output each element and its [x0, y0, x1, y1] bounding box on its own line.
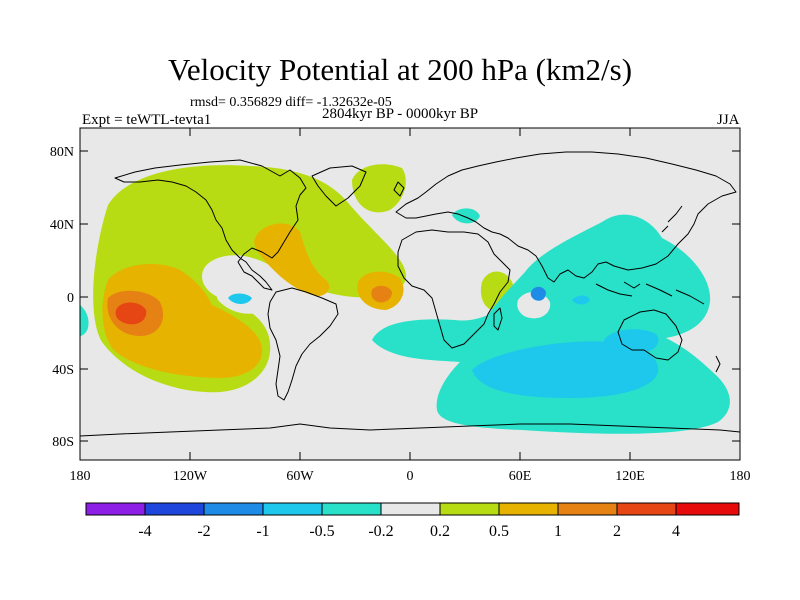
colorbar-label: -0.5 — [309, 523, 334, 540]
coastline-australia — [617, 309, 683, 361]
colorbar-bin — [380, 502, 441, 516]
contour-blue-east-indian — [572, 295, 590, 305]
contour-peak-central-pacific — [115, 302, 147, 325]
contour-negative-mediterranean — [452, 208, 480, 224]
colorbar-label: 4 — [672, 523, 680, 540]
colorbar-bin — [321, 502, 382, 516]
colorbar-label: -4 — [138, 523, 151, 540]
coastline-new-zealand — [715, 355, 721, 373]
colorbar: -4 -2 -1 -0.5 -0.2 0.2 0.5 1 2 4 — [85, 502, 740, 540]
colorbar-label: -2 — [197, 523, 210, 540]
contour-blue-australia — [603, 329, 659, 354]
latitude-labels: 80N 40N 0 40S 80S — [50, 145, 74, 450]
colorbar-label: 0.2 — [430, 523, 450, 540]
coastline-greenland — [311, 165, 367, 207]
colorbar-bin — [85, 502, 146, 516]
lon-label-180w: 180 — [70, 469, 91, 484]
period-label: 2804kyr BP - 0000kyr BP — [322, 106, 479, 122]
colorbar-bin — [557, 502, 618, 516]
experiment-label: Expt = teWTL-tevta1 — [82, 112, 212, 128]
lat-label-equator: 0 — [67, 291, 74, 306]
lon-label-0: 0 — [407, 469, 414, 484]
colorbar-label: -0.2 — [368, 523, 393, 540]
contour-min-arabian-sea — [530, 286, 546, 301]
colorbar-bin — [144, 502, 205, 516]
longitude-labels: 180 120W 60W 0 60E 120E 180 — [70, 469, 751, 484]
colorbar-bin — [439, 502, 500, 516]
contour-max-west-africa — [371, 285, 392, 303]
colorbar-bin — [262, 502, 323, 516]
coastline-south-america — [267, 287, 339, 401]
season-label: JJA — [717, 112, 740, 128]
lat-label-40s: 40S — [52, 363, 74, 378]
colorbar-label: 2 — [613, 523, 621, 540]
lat-label-80s: 80S — [52, 435, 74, 450]
colorbar-bin — [616, 502, 677, 516]
coastline-madagascar — [493, 307, 503, 331]
lon-label-120e: 120E — [615, 469, 645, 484]
contour-blue-south-america — [228, 293, 252, 304]
lat-label-40n: 40N — [50, 218, 74, 233]
figure-title: Velocity Potential at 200 hPa (km2/s) — [167, 52, 633, 87]
coastline-indonesia — [595, 281, 705, 305]
coastline-antarctica — [80, 423, 740, 437]
coastline-british-isles — [393, 181, 405, 197]
coastline-eurasia — [395, 151, 737, 283]
colorbar-bin — [498, 502, 559, 516]
contour-neutral-south-atlantic — [306, 299, 352, 316]
coastline-japan — [661, 205, 683, 233]
contour-negative-west-edge — [80, 305, 89, 336]
lon-label-180e: 180 — [730, 469, 751, 484]
colorbar-bin — [203, 502, 264, 516]
contour-positive-north-atlantic — [352, 164, 406, 213]
velocity-potential-field — [80, 164, 730, 434]
colorbar-bin — [675, 502, 740, 516]
rmsd-diff-label: rmsd= 0.356829 diff= -1.32632e-05 — [190, 95, 392, 110]
lon-label-120w: 120W — [173, 469, 208, 484]
lat-label-80n: 80N — [50, 145, 74, 160]
coastline-north-america — [114, 159, 307, 291]
colorbar-label: 0.5 — [489, 523, 509, 540]
colorbar-label: 1 — [554, 523, 562, 540]
lon-label-60w: 60W — [286, 469, 314, 484]
colorbar-label: -1 — [256, 523, 269, 540]
contour-positive-gulf-of-mexico — [254, 223, 330, 296]
coastlines — [80, 151, 740, 437]
contour-blue-indian-ocean — [472, 341, 659, 398]
axis-ticks — [80, 128, 740, 460]
lon-label-60e: 60E — [509, 469, 532, 484]
coastline-africa — [397, 229, 511, 349]
